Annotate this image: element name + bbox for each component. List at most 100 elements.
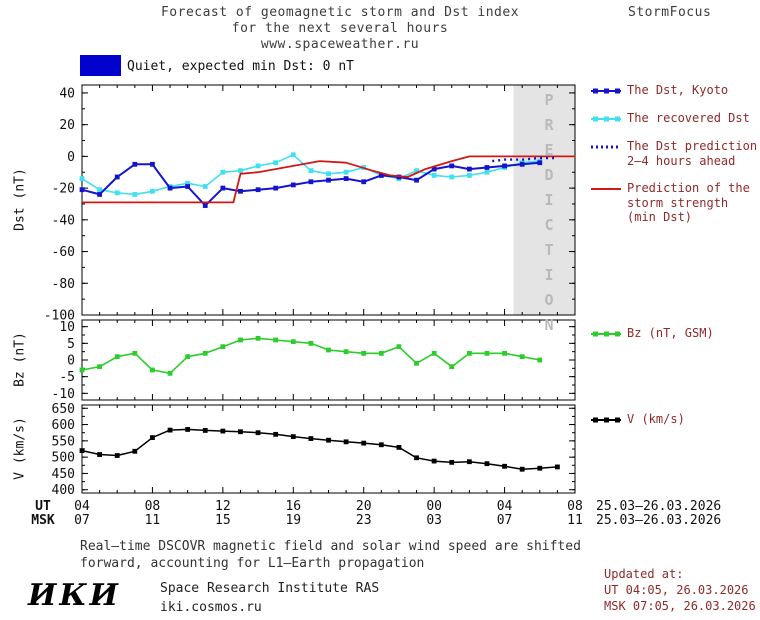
- marker-dst-kyoto: [502, 163, 507, 169]
- legend-entry-dst-prediction: The Dst prediction 2–4 hours ahead: [590, 139, 757, 168]
- iki-logo: ИКИ: [28, 578, 121, 613]
- marker-dst-kyoto: [273, 185, 279, 191]
- ut-row-label: UT: [35, 499, 51, 514]
- marker-recovered-dst: [132, 192, 138, 197]
- marker-dst-kyoto: [519, 161, 525, 167]
- marker-v: [466, 459, 472, 465]
- marker-v: [537, 465, 543, 471]
- marker-v: [519, 466, 525, 472]
- marker-dst-kyoto: [484, 165, 490, 170]
- marker-bz: [238, 337, 243, 343]
- y-tick-label: 450: [52, 467, 75, 482]
- marker-recovered-dst: [290, 152, 296, 158]
- marker-recovered-dst: [466, 173, 472, 178]
- marker-dst-kyoto: [238, 188, 243, 194]
- marker-recovered-dst: [185, 180, 191, 186]
- y-tick-label: 550: [52, 434, 75, 449]
- marker-bz: [220, 344, 226, 350]
- y-tick-label: -10: [52, 387, 75, 402]
- institute-name: Space Research Institute RAS: [160, 581, 380, 596]
- marker-v: [361, 440, 367, 446]
- msk-tick-label: 11: [145, 513, 161, 528]
- marker-bz: [185, 354, 191, 360]
- marker-recovered-dst: [97, 187, 103, 193]
- marker-recovered-dst: [343, 169, 349, 175]
- title-line-2: for the next several hours: [231, 21, 449, 36]
- marker-v: [502, 463, 507, 469]
- marker-dst-kyoto: [466, 166, 472, 172]
- legend-label-recovered-dst: The recovered Dst: [627, 111, 750, 125]
- marker-bz: [502, 350, 507, 356]
- y-tick-label: -40: [52, 213, 75, 228]
- marker-dst-kyoto: [114, 174, 120, 180]
- marker-dst-kyoto: [290, 182, 296, 188]
- y-tick-label: -20: [52, 182, 75, 197]
- marker-bz: [202, 350, 208, 356]
- series-dst-prediction: [492, 156, 558, 163]
- legend-swatch-recovered-dst: [591, 116, 621, 122]
- marker-bz: [484, 350, 490, 356]
- marker-v: [396, 444, 402, 450]
- ut-tick-label: 16: [285, 499, 301, 514]
- legend-label-dst-prediction: The Dst prediction 2–4 hours ahead: [627, 139, 758, 168]
- marker-recovered-dst: [308, 168, 314, 174]
- msk-tick-label: 23: [356, 513, 372, 528]
- legend-label-dst-kyoto: The Dst, Kyoto: [627, 83, 729, 97]
- marker-dst-kyoto: [220, 185, 226, 191]
- marker-v: [484, 461, 490, 467]
- marker-dst-kyoto: [449, 163, 455, 169]
- legend-swatch-dst-kyoto: [591, 88, 621, 94]
- updated-ut: UT 04:05, 26.03.2026: [604, 583, 749, 597]
- marker-v: [132, 448, 138, 454]
- marker-dst-kyoto: [308, 179, 314, 185]
- marker-bz: [519, 354, 525, 360]
- page-header: Forecast of geomagnetic storm and Dst in…: [80, 5, 600, 53]
- series-v: [81, 428, 558, 470]
- marker-v: [97, 452, 103, 457]
- marker-recovered-dst: [449, 174, 455, 180]
- marker-bz: [466, 350, 472, 356]
- legend-swatch-bz: [591, 331, 621, 337]
- marker-bz: [326, 347, 331, 353]
- marker-v: [378, 442, 384, 448]
- legend-entry-recovered-dst: The recovered Dst: [590, 111, 750, 126]
- marker-recovered-dst: [238, 168, 243, 174]
- y-tick-label: 500: [52, 451, 75, 466]
- y-tick-label: 10: [59, 320, 75, 335]
- site-url: www.spaceweather.ru: [260, 37, 420, 52]
- marker-dst-kyoto: [255, 187, 261, 193]
- marker-v: [449, 459, 455, 465]
- marker-bz: [308, 340, 314, 346]
- marker-v: [343, 439, 349, 445]
- marker-bz: [114, 354, 120, 360]
- marker-recovered-dst: [273, 160, 279, 166]
- marker-recovered-dst: [414, 168, 419, 174]
- msk-tick-label: 07: [497, 513, 513, 528]
- marker-bz: [378, 350, 384, 356]
- marker-v: [326, 437, 331, 443]
- marker-v: [185, 427, 191, 432]
- marker-dst-kyoto: [185, 184, 191, 189]
- msk-tick-label: 15: [215, 513, 231, 528]
- plot-bz: [81, 319, 576, 401]
- marker-v: [290, 434, 296, 440]
- marker-recovered-dst: [484, 169, 490, 175]
- y-tick-label: -5: [59, 370, 75, 385]
- marker-bz: [361, 350, 367, 356]
- ut-tick-label: 04: [497, 499, 513, 514]
- marker-recovered-dst: [79, 176, 85, 181]
- marker-dst-kyoto: [414, 177, 419, 183]
- marker-bz: [537, 357, 543, 363]
- ut-tick-label: 08: [567, 499, 583, 514]
- marker-dst-kyoto: [537, 160, 543, 166]
- legend-entry-v: V (km/s): [590, 412, 685, 427]
- marker-v: [114, 453, 120, 458]
- marker-v: [220, 428, 226, 434]
- marker-bz: [414, 360, 419, 366]
- msk-tick-label: 07: [74, 513, 90, 528]
- marker-dst-kyoto: [167, 185, 173, 191]
- updated-msk: MSK 07:05, 26.03.2026: [604, 599, 756, 613]
